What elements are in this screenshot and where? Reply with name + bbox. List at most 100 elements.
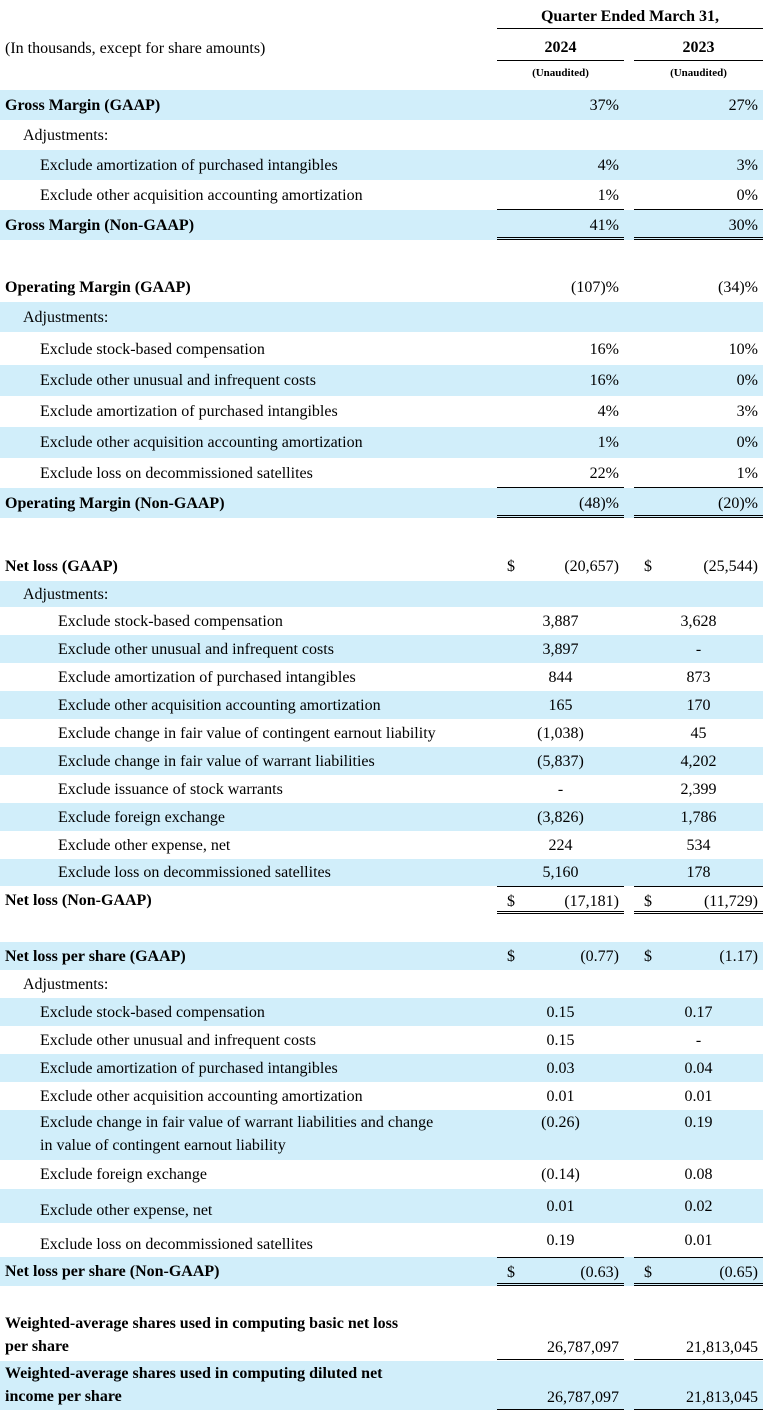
row-label: Gross Margin (Non-GAAP): [5, 216, 195, 234]
value-2024: 3,897: [542, 640, 579, 658]
value-2023-cell: -: [634, 635, 763, 663]
value-2023: 0%: [736, 434, 758, 451]
row-label: Exclude other acquisition accounting amo…: [58, 696, 381, 714]
value-2023-cell: (25,544) $: [634, 551, 763, 581]
value-2023-cell: (1.17) $: [634, 942, 763, 970]
row-label-line: Weighted-average shares used in computin…: [5, 1315, 399, 1332]
value-2023: 2,399: [680, 780, 717, 798]
eps-item-row: Exclude change in fair value of warrant …: [0, 1110, 763, 1160]
value-2023: 27%: [728, 96, 758, 114]
value-2023-cell: 0.04: [634, 1054, 763, 1082]
value-2024-cell: 0.01: [497, 1189, 624, 1223]
value-2024: -: [557, 780, 564, 798]
value-2023: 0%: [736, 372, 758, 389]
value-2023-cell: 45: [634, 719, 763, 747]
net-loss-item-row: Exclude amortization of purchased intang…: [0, 663, 763, 691]
value-2023: 4,202: [680, 752, 717, 770]
net-loss-item-row: Exclude other expense, net 224 534: [0, 831, 763, 859]
row-label: Exclude other unusual and infrequent cos…: [58, 640, 334, 658]
value-2023-cell: 1%: [634, 458, 763, 488]
gross-margin-item-row: Exclude other acquisition accounting amo…: [0, 180, 763, 210]
row-label: Exclude change in fair value of warrant …: [58, 752, 375, 770]
value-2023: -: [695, 1031, 702, 1049]
value-2024-cell: 1%: [497, 180, 624, 210]
row-label: Exclude amortization of purchased intang…: [40, 156, 338, 174]
value-2023-cell: 178: [634, 859, 763, 886]
value-2024: 1%: [597, 186, 619, 204]
row-label-line: per share: [5, 1338, 69, 1355]
value-2024: 3,887: [542, 612, 579, 630]
value-2024-cell: -: [497, 775, 624, 803]
value-2024: 22%: [589, 464, 619, 482]
value-2024-cell: 165: [497, 691, 624, 719]
diluted-shares-row: Weighted-average shares used in computin…: [0, 1361, 763, 1410]
net-loss-gaap-row: Net loss (GAAP) (20,657) $ (25,544) $: [0, 551, 763, 581]
value-2024-cell: (1,038): [497, 719, 624, 747]
value-2024: (0.14): [541, 1166, 580, 1183]
operating-margin-item-row: Exclude other acquisition accounting amo…: [0, 427, 763, 458]
value-2024: (0.63): [580, 1264, 619, 1281]
eps-gaap-row: Net loss per share (GAAP) (0.77) $ (1.17) $: [0, 942, 763, 970]
value-2024-cell: 4%: [497, 396, 624, 427]
row-label-line: Exclude change in fair value of warrant …: [40, 1114, 434, 1131]
row-label: Exclude amortization of purchased intang…: [40, 403, 338, 420]
value-2023-cell: 4,202: [634, 747, 763, 775]
row-label-line: in value of contingent earnout liability: [40, 1137, 286, 1154]
value-2023: 10%: [728, 341, 758, 358]
value-2024: 165: [548, 696, 573, 714]
value-2023: (0.65): [719, 1264, 758, 1281]
row-label: Net loss per share (Non-GAAP): [5, 1263, 220, 1280]
value-2024-cell: 3,887: [497, 607, 624, 635]
value-2023: 1,786: [680, 808, 717, 826]
status-2023: (Unaudited): [670, 67, 727, 79]
value-2023: 30%: [728, 216, 758, 234]
row-label: Exclude foreign exchange: [58, 808, 226, 826]
gross-margin-non-gaap-row: Gross Margin (Non-GAAP) 41% 30%: [0, 210, 763, 240]
currency-symbol: $: [507, 557, 515, 575]
value-2023-cell: 0.17: [634, 998, 763, 1026]
value-2024-cell: 0.15: [497, 1026, 624, 1054]
value-2024-cell: 0.15: [497, 998, 624, 1026]
row-label: Exclude other acquisition accounting amo…: [40, 186, 363, 204]
row-label-line: income per share: [5, 1388, 122, 1405]
value-2024: (1,038): [537, 724, 584, 742]
value-2023-cell: 1,786: [634, 803, 763, 831]
operating-margin-non-gaap-row: Operating Margin (Non-GAAP) (48)% (20)%: [0, 488, 763, 518]
net-loss-item-row: Exclude stock-based compensation 3,887 3,6…: [0, 607, 763, 635]
value-2023: 0.04: [684, 1059, 713, 1077]
value-2023-cell: 873: [634, 663, 763, 691]
value-2023-cell: (11,729) $: [634, 886, 763, 914]
value-2023: (1.17): [719, 947, 758, 965]
value-2024: 41%: [589, 216, 619, 234]
currency-symbol: $: [507, 947, 515, 965]
header-rule: [497, 28, 763, 29]
value-2024: 0.19: [546, 1231, 575, 1249]
value-2024: 37%: [589, 96, 619, 114]
value-2023-cell: (34)%: [634, 272, 763, 302]
net-loss-item-row: Exclude other unusual and infrequent cos…: [0, 635, 763, 663]
value-2024-cell: 224: [497, 831, 624, 859]
value-2023-cell: (20)%: [634, 488, 763, 518]
value-2023-cell: 0.01: [634, 1223, 763, 1257]
row-label: Weighted-average shares used in computin…: [5, 1312, 398, 1358]
row-label: Net loss (Non-GAAP): [5, 891, 152, 909]
row-label: Exclude stock-based compensation: [40, 1003, 265, 1021]
value-2023-cell: 2,399: [634, 775, 763, 803]
value-2023: 3%: [736, 156, 758, 174]
value-2023-cell: 0%: [634, 365, 763, 396]
value-2024-cell: 5,160: [497, 859, 624, 886]
row-label: Adjustments:: [23, 585, 109, 603]
value-2024: (3,826): [537, 808, 584, 826]
value-2024: 16%: [589, 372, 619, 389]
net-loss-item-row: Exclude foreign exchange (3,826) 1,786: [0, 803, 763, 831]
value-2024-cell: (3,826): [497, 803, 624, 831]
value-2023-cell: (0.65) $: [634, 1257, 763, 1286]
eps-item-row: Exclude foreign exchange (0.14) 0.08: [0, 1160, 763, 1189]
value-2024-cell: 844: [497, 663, 624, 691]
value-2024-cell: 16%: [497, 334, 624, 365]
eps-item-row: Exclude amortization of purchased intang…: [0, 1054, 763, 1082]
value-2024: (20,657): [564, 557, 619, 575]
value-2023-cell: 3,628: [634, 607, 763, 635]
value-2023: 873: [686, 668, 711, 686]
